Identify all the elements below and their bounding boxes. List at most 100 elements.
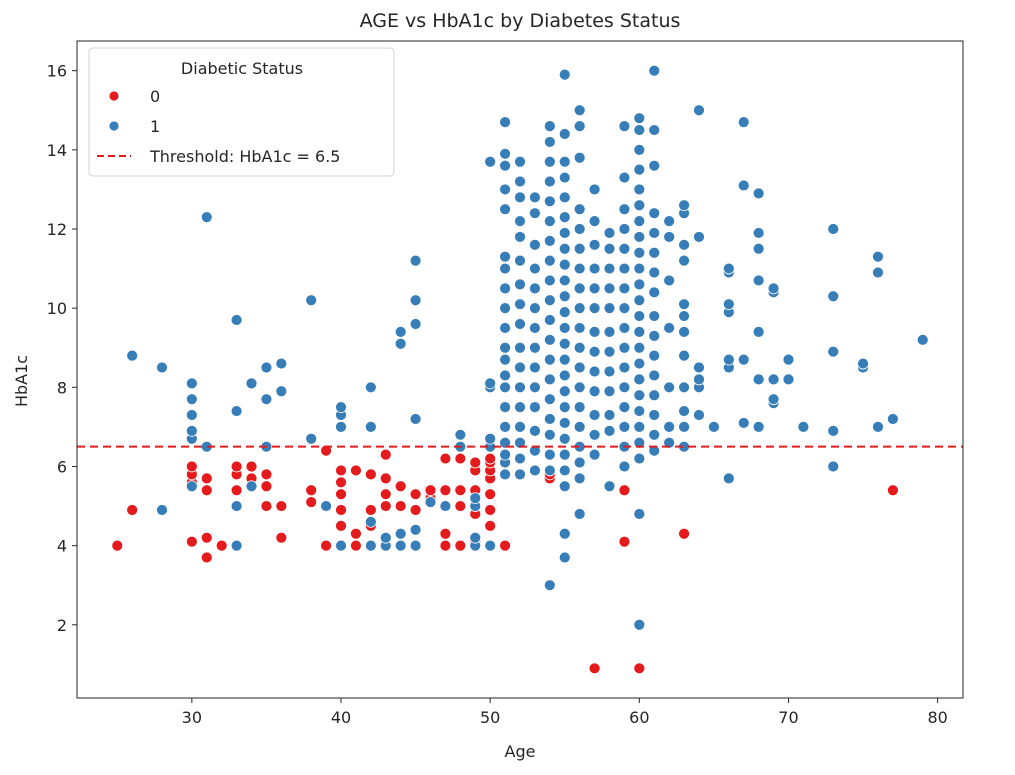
x-tick-label: 40 [331,708,351,727]
data-point [529,464,541,477]
data-point [335,519,347,532]
data-point [633,215,646,227]
data-point [603,480,616,493]
data-point [111,539,124,552]
data-point [633,231,646,243]
data-point [514,318,526,330]
data-point [514,215,526,227]
data-point [603,262,616,275]
data-point [603,424,616,437]
data-point [529,191,541,204]
data-point [573,508,586,520]
data-point [588,409,601,421]
data-point [633,310,646,322]
y-tick-label: 8 [57,378,67,397]
data-point [305,294,318,307]
chart-title: AGE vs HbA1c by Diabetes Status [360,10,681,32]
data-point [499,282,511,295]
data-point [350,464,362,477]
series-1 [126,64,929,631]
data-point [379,488,392,501]
data-point [484,504,497,516]
data-point [573,302,586,315]
x-tick-label: 30 [182,708,202,727]
legend-marker-1 [108,120,120,132]
data-point [752,242,765,255]
data-point [230,405,243,417]
data-point [514,191,526,204]
data-point [499,183,511,196]
data-point [469,492,482,505]
data-point [648,428,661,441]
data-point [454,539,467,552]
data-point [379,448,392,461]
data-point [543,136,556,148]
data-point [469,456,482,469]
x-tick-label: 70 [778,708,798,727]
data-point [588,215,601,227]
data-point [767,373,780,386]
data-point [529,444,541,457]
data-point [543,175,556,188]
data-point [618,341,631,354]
data-point [499,159,511,172]
data-point [573,223,586,235]
data-point [424,496,437,508]
data-point [648,286,661,299]
data-point [573,104,586,117]
data-point [603,365,616,378]
data-point [648,207,661,220]
data-point [484,488,497,501]
data-point [335,464,347,477]
data-point [543,393,556,406]
data-point [872,420,884,433]
data-point [722,472,735,485]
data-point [558,211,571,224]
data-point [185,393,198,406]
data-point [618,242,631,255]
data-point [633,662,646,675]
data-point [543,314,556,326]
data-point [364,504,377,516]
data-point [558,258,571,271]
y-axis: 2 4 6 8 10 12 14 16 [47,62,77,635]
data-point [126,349,139,362]
data-point [618,322,631,334]
data-point [156,361,168,374]
data-point [499,353,511,366]
data-point [558,417,571,429]
data-point [648,349,661,362]
data-point [543,294,556,307]
data-point [543,274,556,287]
data-point [752,420,765,433]
data-point [752,373,765,386]
data-point [514,436,526,449]
data-point [514,231,526,243]
data-point [409,504,422,516]
data-point [588,262,601,275]
data-point [648,159,661,172]
data-point [633,405,646,417]
data-point [514,278,526,291]
data-point [335,504,347,516]
data-point [499,381,511,394]
data-point [200,551,213,564]
data-point [752,227,765,239]
data-point [633,112,646,125]
data-point [648,329,661,342]
data-point [588,345,601,358]
data-point [722,353,735,366]
y-tick-label: 14 [47,141,67,160]
data-point [752,326,765,338]
data-point [185,409,198,421]
data-point [633,326,646,338]
data-point [394,337,407,350]
data-point [588,282,601,295]
data-point [409,318,422,330]
data-point [558,290,571,303]
data-point [350,527,362,540]
y-tick-label: 12 [47,220,67,239]
data-point [409,523,422,536]
data-point [618,484,631,497]
data-point [558,432,571,445]
